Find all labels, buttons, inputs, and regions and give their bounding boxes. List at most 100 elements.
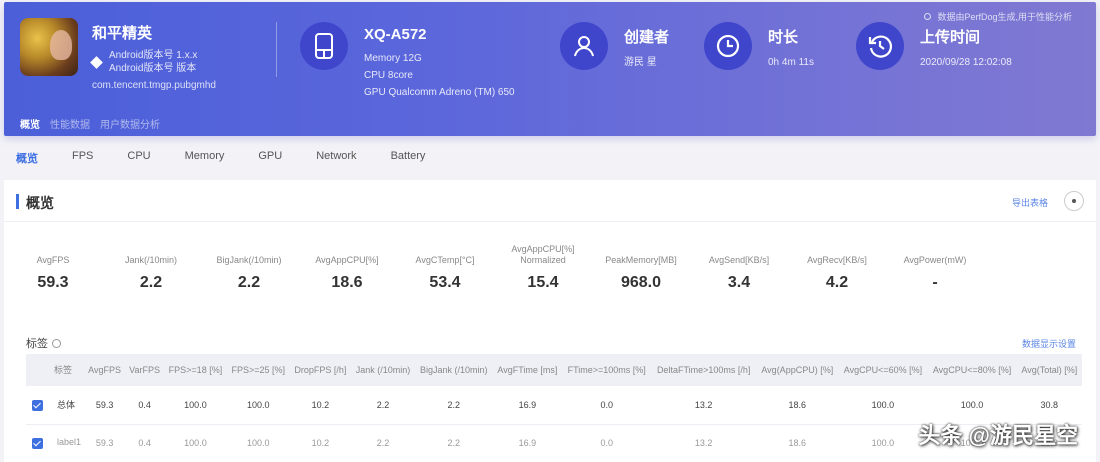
dot-icon [1072,199,1076,203]
metric-avgfps: AvgFPS 59.3 [4,238,102,292]
cell: 18.6 [788,399,807,410]
col-deltaftime: DeltaFTime>100ms [/h] [656,364,751,375]
subnav-user-analysis[interactable]: 用户数据分析 [100,120,160,131]
metric-label: AvgAppCPU[%] [315,255,379,265]
section-accent-bar [16,194,19,209]
tab-bar: 概览 FPS CPU Memory GPU Network Battery [16,150,459,166]
tab-network[interactable]: Network [316,150,357,162]
cell: 59.3 [95,399,114,410]
metric-value: 2.2 [237,274,261,291]
overview-header: 概览 导出表格 [4,180,1096,222]
export-link[interactable]: 导出表格 [1011,198,1048,208]
app-meta-line1: Android版本号 1.x.x [109,50,198,61]
cell: 100.0 [871,438,895,448]
device-cpu: CPU 8core [364,70,413,81]
subnav-perf-data[interactable]: 性能数据 [50,120,90,131]
metric-value: 2.2 [139,274,163,291]
col-bigjank: BigJank (/10min) [419,364,488,375]
cell: 2.2 [376,399,390,410]
metric-avgctemp: AvgCTemp[°C] 53.4 [396,238,494,292]
tab-battery[interactable]: Battery [390,150,426,162]
cell: 0.0 [600,399,613,410]
app-name: 和平精英 [92,25,153,42]
row-label: 总体 [57,400,76,411]
history-icon [856,22,904,70]
device-name: XQ-A572 [364,26,427,43]
upload-card: 上传时间 2020/09/28 12:02:08 [856,22,1012,70]
metric-peakmemory: PeakMemory[MB] 968.0 [592,238,690,292]
cell: 2.2 [447,438,460,448]
summary-table: 标签 AvgFPS VarFPS FPS>=18 [%] FPS>=25 [%]… [26,354,1082,462]
tab-gpu[interactable]: GPU [258,150,283,162]
metrics-row: AvgFPS 59.3 Jank(/10min) 2.2 BigJank(/10mi… [4,238,1004,292]
metric-avgappcpu: AvgAppCPU[%] 18.6 [298,238,396,292]
col-avgappcpu: Avg(AppCPU) [%] [761,364,834,375]
overview-title: 概览 [26,195,54,211]
metric-label: AvgPower(mW) [903,255,967,265]
report-header: 和平精英 Android版本号 1.x.x Android版本号 版本 com.… [4,2,1096,136]
subnav-overview[interactable]: 概览 [20,120,40,131]
cell: 10.2 [311,438,330,448]
clock-icon [704,22,752,70]
creator-value: 游民 星 [624,57,657,68]
col-avgftime: AvgFTime [ms] [497,364,558,375]
metric-jank: Jank(/10min) 2.2 [102,238,200,292]
metric-label: AvgRecv[KB/s] [807,255,867,265]
help-icon[interactable] [52,338,61,348]
table-header-row: 标签 AvgFPS VarFPS FPS>=18 [%] FPS>=25 [%]… [26,354,1082,386]
labels-title-text: 标签 [26,338,48,350]
tab-cpu[interactable]: CPU [127,150,151,162]
cell: 30.8 [1040,438,1059,448]
metric-label: AvgCTemp[°C] [415,255,475,265]
cell: 100.0 [247,399,270,410]
user-icon [560,22,608,70]
row-checkbox[interactable] [32,400,43,412]
app-package: com.tencent.tmgp.pubgmhd [92,80,216,91]
app-meta-line2: Android版本号 版本 [109,63,197,74]
metric-avgsend: AvgSend[KB/s] 3.4 [690,238,788,292]
cell: 100.0 [184,438,207,448]
cell: 100.0 [960,438,984,448]
metric-avgpower: AvgPower(mW) - [886,238,984,292]
more-button[interactable] [1064,191,1084,211]
cell: 0.0 [600,438,613,448]
duration-card: 时长 0h 4m 11s [704,22,814,70]
cell: 10.2 [311,399,330,410]
android-icon [90,55,103,69]
col-label: 标签 [54,364,73,375]
cell: 59.3 [95,438,114,448]
col-fps18: FPS>=18 [%] [168,364,223,375]
header-subnav: 概览 性能数据 用户数据分析 [20,116,160,131]
metric-value: 4.2 [825,274,849,291]
cell: 13.2 [694,438,713,448]
col-cpu60: AvgCPU<=60% [%] [843,364,923,375]
metric-value: 968.0 [620,274,662,291]
col-ftime100: FTime>=100ms [%] [567,364,646,375]
metric-value: 53.4 [429,274,461,291]
header-divider [276,22,277,77]
tab-fps[interactable]: FPS [72,150,94,162]
tab-memory[interactable]: Memory [184,150,225,162]
tab-overview[interactable]: 概览 [16,153,38,165]
metric-value: 18.6 [331,274,363,291]
row-checkbox[interactable] [32,437,43,449]
display-settings-link[interactable]: 数据显示设置 [1021,339,1076,349]
col-cpu80: AvgCPU<=80% [%] [932,364,1012,375]
cell: 13.2 [694,399,713,410]
creator-card: 创建者 游民 星 [560,22,669,70]
metric-label: Jank(/10min) [124,255,178,265]
row-label: label1 [57,437,82,448]
upload-title: 上传时间 [920,29,981,46]
overview-panel: 概览 导出表格 AvgFPS 59.3 Jank(/10min) 2.2 BigJa… [4,180,1096,462]
device-card: XQ-A572 Memory 12G CPU 8core GPU Qualcom… [300,22,515,99]
col-avgfps: AvgFPS [88,364,122,375]
cell: 100.0 [184,399,207,410]
phone-icon [300,22,348,70]
labels-title: 标签 [26,335,61,351]
watermark: 头条 @游民星空 [918,423,1078,448]
metric-label: AvgAppCPU[%] Normalized [511,244,575,265]
metric-value: 3.4 [727,274,751,291]
col-dropfps: DropFPS [/h] [294,364,347,375]
cell: 0.4 [138,438,151,448]
app-icon [20,18,78,76]
